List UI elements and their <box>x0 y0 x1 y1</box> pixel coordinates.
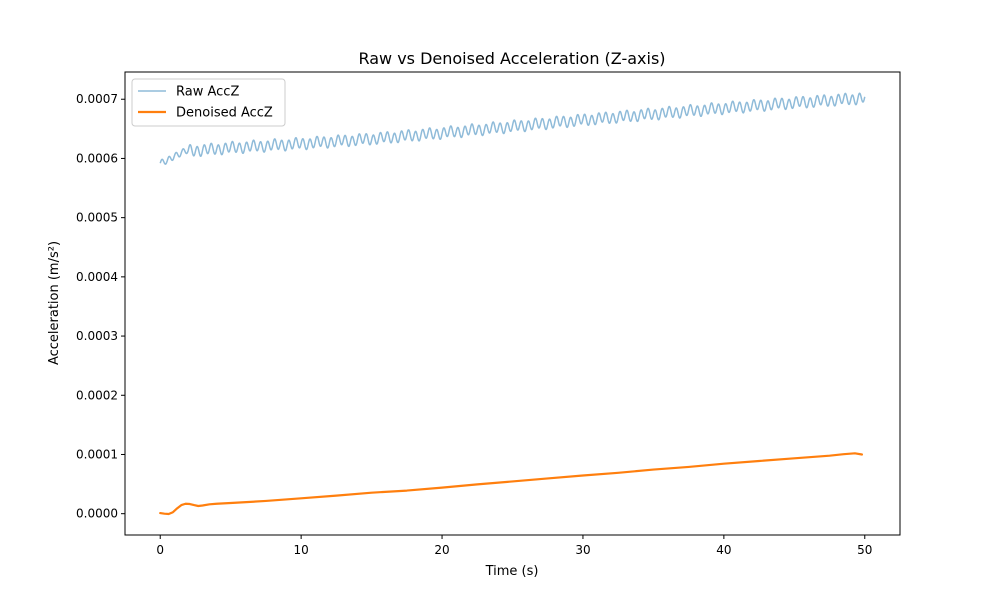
x-tick-label: 0 <box>156 543 164 557</box>
x-tick-label: 20 <box>434 543 449 557</box>
legend: Raw AccZ Denoised AccZ <box>131 78 286 127</box>
x-tick-label: 40 <box>716 543 731 557</box>
x-axis-label: Time (s) <box>485 564 539 579</box>
axes-frame <box>124 71 901 536</box>
legend-label: Denoised AccZ <box>176 106 273 121</box>
y-tick-label: 0.0003 <box>76 329 118 343</box>
y-tick-label: 0.0006 <box>76 151 118 165</box>
series-line-raw-accz <box>159 92 866 165</box>
legend-label: Raw AccZ <box>176 85 239 100</box>
y-tick-label: 0.0004 <box>76 270 118 284</box>
legend-box <box>131 78 286 127</box>
x-tick-label: 50 <box>857 543 872 557</box>
y-tick-label: 0.0007 <box>76 92 118 106</box>
chart-title: Raw vs Denoised Acceleration (Z-axis) <box>358 49 665 68</box>
series-line-denoised-accz <box>159 452 864 516</box>
y-tick-label: 0.0005 <box>76 211 118 225</box>
y-tick-label: 0.0002 <box>76 388 118 402</box>
y-axis: 0.0000 0.0001 0.0002 0.0003 0.0004 0.0005 0.00… <box>76 92 125 521</box>
y-axis-label: Acceleration (m/s²) <box>47 241 62 365</box>
plot-area <box>159 92 866 516</box>
y-tick-label: 0.0000 <box>76 507 118 521</box>
y-tick-label: 0.0001 <box>76 447 118 461</box>
x-tick-label: 10 <box>293 543 308 557</box>
x-tick-label: 30 <box>575 543 590 557</box>
x-axis: 0 10 20 30 40 50 <box>156 535 872 557</box>
